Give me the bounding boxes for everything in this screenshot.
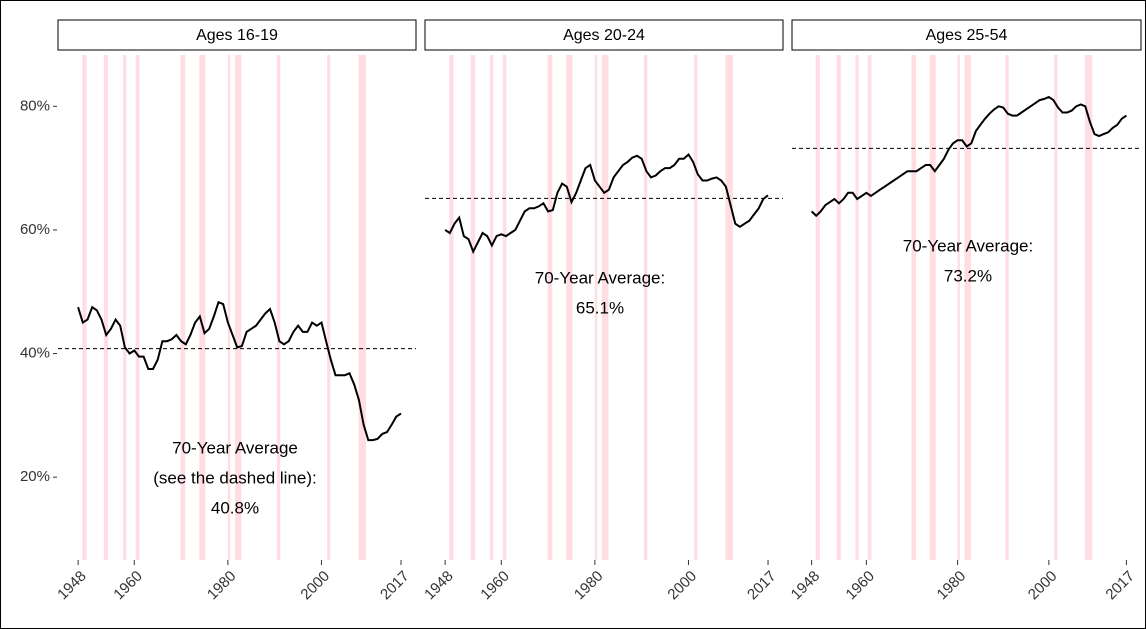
recession-band	[327, 55, 331, 560]
recession-band	[277, 55, 281, 560]
recession-band	[867, 55, 872, 560]
annotation: 70-Year Average:	[535, 268, 665, 287]
series-line	[77, 300, 402, 442]
recession-band	[694, 55, 698, 560]
recession-band	[964, 55, 971, 560]
recession-band	[911, 55, 917, 560]
series-line	[444, 152, 769, 255]
panel-title: Ages 20-24	[563, 27, 645, 44]
y-tick-label: 40%	[20, 345, 50, 362]
recession-band	[836, 55, 841, 560]
recession-band	[547, 55, 553, 560]
annotation: 65.1%	[576, 298, 624, 317]
annotation: 70-Year Average	[172, 438, 298, 457]
recession-band	[470, 55, 476, 560]
recession-band	[929, 55, 936, 560]
recession-band	[502, 55, 507, 560]
recession-band	[180, 55, 186, 560]
recession-band	[1005, 55, 1009, 560]
strip	[57, 19, 417, 51]
recession-band	[82, 55, 87, 560]
recession-band	[644, 55, 648, 560]
recession-band	[957, 55, 960, 560]
recession-band	[566, 55, 573, 560]
recession-band	[135, 55, 140, 560]
panel-title: Ages 25-54	[926, 27, 1008, 44]
strip	[424, 19, 784, 51]
annotation: 70-Year Average:	[903, 236, 1033, 255]
recession-band	[594, 55, 598, 560]
recession-band	[725, 55, 733, 560]
recession-band	[855, 55, 859, 560]
series-line	[810, 95, 1127, 218]
y-tick-label: 60%	[20, 221, 50, 238]
recession-band	[103, 55, 109, 560]
annotation: (see the dashed line):	[153, 468, 317, 487]
recession-band	[601, 55, 609, 560]
recession-band	[234, 55, 242, 560]
annotation: 40.8%	[211, 498, 259, 517]
y-tick-label: 20%	[20, 468, 50, 485]
recession-band	[449, 55, 454, 560]
recession-band	[123, 55, 127, 560]
recession-band	[1084, 55, 1093, 560]
annotation: 73.2%	[944, 266, 992, 285]
recession-band	[815, 55, 820, 560]
recession-band	[358, 55, 366, 560]
recession-band	[1054, 55, 1058, 560]
recession-band	[227, 55, 231, 560]
recession-band	[490, 55, 494, 560]
strip	[791, 19, 1142, 51]
panel-title: Ages 16-19	[196, 27, 278, 44]
y-tick-label: 80%	[20, 97, 50, 114]
recession-band	[199, 55, 206, 560]
